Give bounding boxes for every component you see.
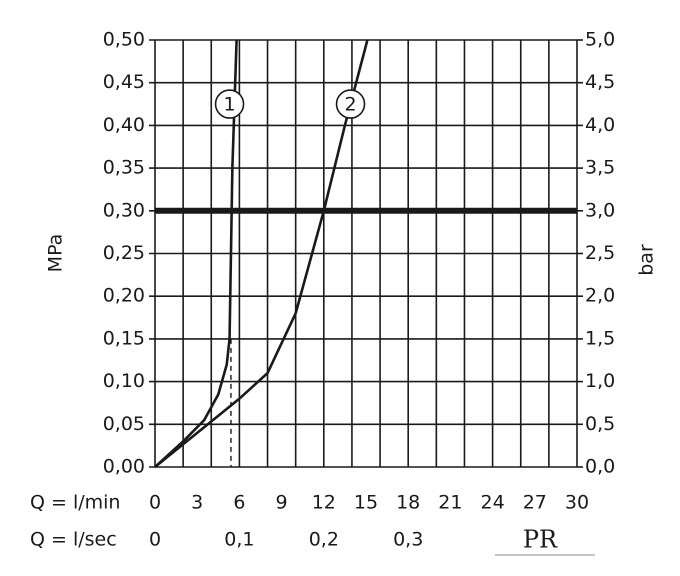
y-tick-label: 0,50 (103, 29, 145, 51)
x-tick-label: 3 (191, 492, 203, 514)
x-tick-label: 9 (276, 492, 288, 514)
x-tick-label: 15 (354, 492, 378, 514)
y2-tick-label: 0,5 (585, 413, 615, 435)
x-axis-label: Q = l/min (30, 492, 120, 514)
logo: PR (523, 526, 558, 554)
y2-tick-label: 5,0 (585, 29, 615, 51)
y-tick-label: 0,05 (103, 413, 145, 435)
curve (154, 39, 238, 468)
y2-tick-label: 4,0 (585, 114, 615, 136)
y-tick-label: 0,30 (103, 199, 145, 221)
x2-tick-label: 0,3 (393, 529, 423, 551)
x-tick-label: 0 (149, 492, 161, 514)
y2-axis-label: bar (636, 244, 658, 276)
x-tick-label: 6 (233, 492, 245, 514)
y2-tick-label: 2,0 (585, 285, 615, 307)
y-tick-label: 0,10 (103, 370, 145, 392)
legend-label: 2 (344, 94, 356, 116)
x2-tick-label: 0,2 (309, 529, 339, 551)
y-axis-label: MPa (45, 234, 67, 273)
y2-tick-label: 2,5 (585, 242, 615, 264)
y2-tick-label: 4,5 (585, 71, 615, 93)
y-tick-label: 0,15 (103, 327, 145, 349)
x-tick-label: 12 (312, 492, 336, 514)
x-tick-label: 18 (396, 492, 420, 514)
curve-label-circle (214, 89, 245, 119)
y-tick-label: 0,40 (103, 114, 145, 136)
y-tick-label: 0,25 (103, 242, 145, 264)
x2-axis-label: Q = l/sec (30, 529, 117, 551)
y2-tick-label: 3,0 (585, 199, 615, 221)
y2-tick-label: 3,5 (585, 157, 615, 179)
x2-tick-label: 0,1 (224, 529, 254, 551)
y-tick-label: 0,00 (103, 456, 145, 478)
x-tick-label: 30 (565, 492, 589, 514)
y2-tick-label: 1,0 (585, 370, 615, 392)
x2-tick-label: 0 (149, 529, 161, 551)
y-tick-label: 0,45 (103, 71, 145, 93)
y-tick-label: 0,20 (103, 285, 145, 307)
x-tick-label: 21 (438, 492, 462, 514)
y2-tick-label: 1,5 (585, 327, 615, 349)
curve-label-circle (335, 89, 366, 119)
y-tick-label: 0,35 (103, 157, 145, 179)
y2-tick-label: 0,0 (585, 456, 615, 478)
x-tick-label: 24 (481, 492, 505, 514)
legend-label: 1 (224, 94, 236, 116)
x-tick-label: 27 (523, 492, 547, 514)
curve (154, 39, 369, 469)
